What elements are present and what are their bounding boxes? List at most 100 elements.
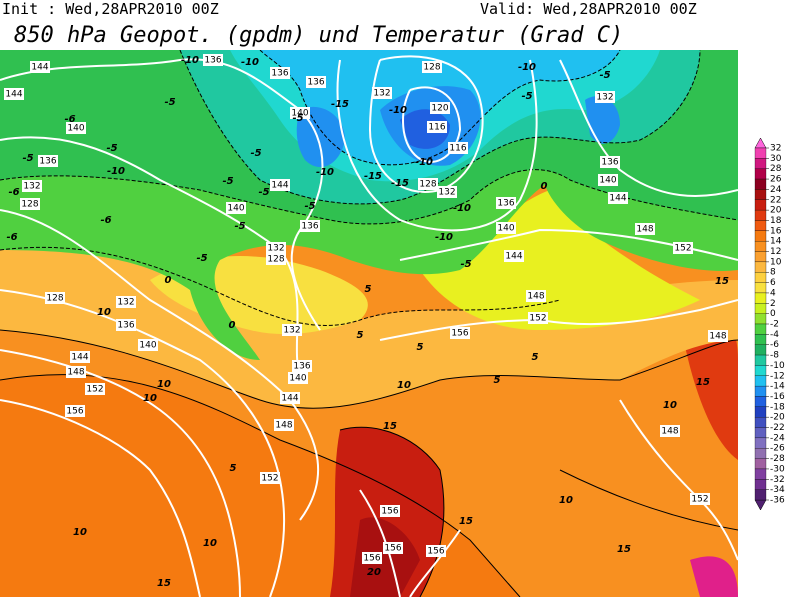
geopotential-label: 136 (497, 199, 514, 209)
label-box (266, 253, 286, 265)
colorbar-segment (754, 292, 767, 304)
geopotential-label: 148 (709, 332, 726, 342)
geopotential-label: 152 (529, 314, 546, 324)
colorbar-segment (754, 427, 767, 439)
colorbar-label: 20 (770, 206, 782, 216)
temperature-label: 10 (73, 527, 87, 538)
geopotential-label: 152 (261, 474, 278, 484)
geopotential-label: 148 (636, 225, 653, 235)
geopotential-label: 156 (66, 407, 83, 417)
colorbar-label: -32 (770, 475, 785, 485)
geopotential-label: 140 (289, 374, 306, 384)
geopotential-label: 136 (271, 69, 288, 79)
temperature-label: -5 (460, 259, 471, 270)
temperature-label: -5 (106, 143, 117, 154)
colorbar-segment (754, 189, 767, 200)
init-time: Init : Wed,28APR2010 00Z (2, 0, 219, 18)
colorbar-label: 28 (770, 164, 782, 174)
geopotential-label: 148 (661, 427, 678, 437)
temperature-label: -6 (8, 187, 19, 198)
temperature-label: -5 (599, 70, 610, 81)
colorbar-segment (754, 354, 767, 366)
geopotential-label: 132 (23, 182, 40, 192)
temperature-label: 5 (365, 284, 372, 295)
temperature-label: -10 (435, 232, 453, 243)
temperature-label: 15 (696, 377, 710, 388)
geopotential-label: 128 (267, 255, 284, 265)
colorbar-label: 26 (770, 175, 782, 185)
colorbar-arrow (754, 499, 767, 511)
label-box (528, 312, 548, 324)
label-box (306, 76, 326, 88)
temperature-label: -5 (304, 201, 315, 212)
colorbar-segment (754, 168, 767, 180)
geopotential-label: 132 (596, 93, 613, 103)
geopotential-label: 140 (599, 176, 616, 186)
label-box (595, 91, 615, 103)
label-box (598, 174, 618, 186)
colorbar-segment (754, 147, 767, 159)
label-box (138, 339, 158, 351)
label-box (20, 198, 40, 210)
temperature-label: -5 (250, 148, 261, 159)
label-box (448, 142, 468, 154)
colorbar-label: -16 (770, 392, 785, 402)
temperature-label: -15 (364, 171, 382, 182)
colorbar-label: -4 (770, 330, 779, 340)
temperature-label: -10 (316, 167, 334, 178)
label-box (282, 324, 302, 336)
temperature-label: -10 (107, 166, 125, 177)
label-box (608, 192, 628, 204)
colorbar-label: 6 (770, 278, 776, 288)
colorbar-label: -2 (770, 320, 779, 330)
temperature-label: -10 (389, 105, 407, 116)
temperature-label: -6 (6, 232, 17, 243)
geopotential-label: 136 (293, 362, 310, 372)
temperature-label: 5 (230, 463, 237, 474)
colorbar-label: -8 (770, 351, 779, 361)
colorbar-label: -26 (770, 444, 785, 454)
label-box (66, 122, 86, 134)
geopotential-label: 132 (117, 298, 134, 308)
colorbar-label: 8 (770, 268, 776, 278)
label-box (270, 179, 290, 191)
geopotential-label: 140 (67, 124, 84, 134)
geopotential-label: 152 (691, 495, 708, 505)
colorbar-label: 12 (770, 247, 781, 257)
label-box (673, 242, 693, 254)
colorbar-segment (754, 261, 767, 273)
geopotential-label: 120 (431, 104, 448, 114)
geopotential-label: 116 (428, 123, 445, 133)
label-box (288, 372, 308, 384)
chart-title: 850 hPa Geopot. (gpdm) und Temperatur (G… (14, 23, 623, 48)
label-box (430, 102, 450, 114)
temperature-label: -6 (64, 114, 75, 125)
colorbar-segment (754, 323, 767, 335)
colorbar-segment (754, 313, 767, 325)
label-box (70, 351, 90, 363)
colorbar-label: 22 (770, 195, 781, 205)
temperature-label: -10 (453, 203, 471, 214)
temperature-label: -15 (331, 99, 349, 110)
colorbar-arrow (754, 137, 767, 149)
colorbar-label: 18 (770, 216, 782, 226)
label-box (290, 107, 310, 119)
geopotential-label: 128 (21, 200, 38, 210)
colorbar-segment (754, 241, 767, 252)
temp-field (350, 517, 420, 597)
temperature-label: -10 (241, 57, 259, 68)
label-box (660, 425, 680, 437)
temperature-label: -5 (196, 253, 207, 264)
label-box (300, 220, 320, 232)
label-box (526, 290, 546, 302)
temperature-label: 10 (663, 400, 677, 411)
geopotential-label: 144 (31, 63, 48, 73)
geopotential-label: 156 (427, 547, 444, 557)
colorbar-label: -18 (770, 402, 785, 412)
geopotential-label: 140 (291, 109, 308, 119)
temp-field (420, 190, 700, 330)
geopotential-label: 152 (674, 244, 691, 254)
colorbar-segment (754, 209, 767, 221)
label-box (383, 542, 403, 554)
geopotential-label: 156 (451, 329, 468, 339)
